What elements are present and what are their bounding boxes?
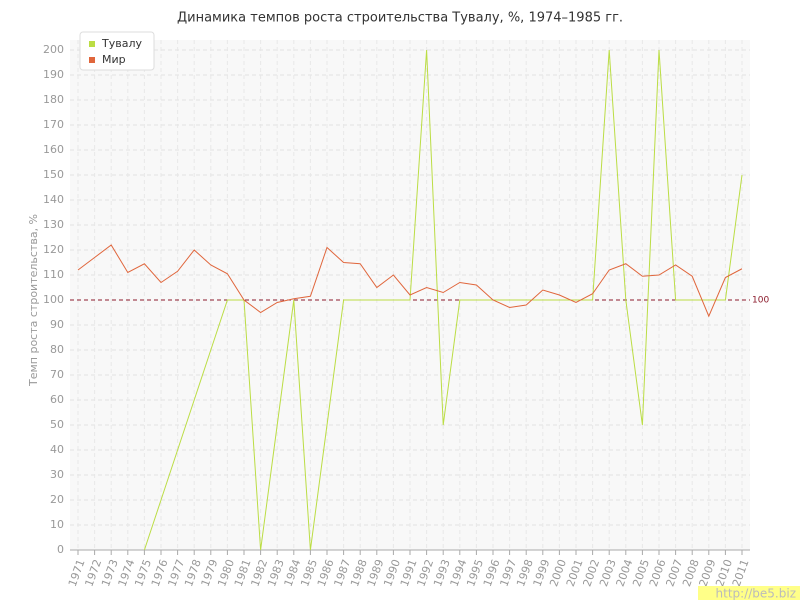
y-tick-label: 190 xyxy=(43,68,64,81)
y-tick-label: 170 xyxy=(43,118,64,131)
series-line xyxy=(77,244,743,318)
y-tick-label: 120 xyxy=(43,243,64,256)
y-tick-label: 90 xyxy=(50,318,64,331)
reference-label: 100 xyxy=(752,296,769,306)
y-tick-label: 20 xyxy=(50,493,64,506)
legend-box xyxy=(79,31,155,71)
y-tick-label: 100 xyxy=(43,293,64,306)
y-tick-label: 110 xyxy=(43,268,64,281)
legend-swatch xyxy=(89,57,95,63)
y-tick-label: 180 xyxy=(43,93,64,106)
y-tick-label: 80 xyxy=(50,343,64,356)
watermark: http://be5.biz xyxy=(716,587,796,600)
legend-label: Мир xyxy=(102,53,126,66)
y-tick-label: 40 xyxy=(50,443,64,456)
y-tick-label: 60 xyxy=(50,393,64,406)
y-tick-label: 50 xyxy=(50,418,64,431)
y-tick-label: 150 xyxy=(43,168,64,181)
y-tick-label: 30 xyxy=(50,468,64,481)
y-tick-label: 0 xyxy=(57,543,64,556)
y-tick-label: 70 xyxy=(50,368,64,381)
y-tick-label: 160 xyxy=(43,143,64,156)
y-tick-label: 140 xyxy=(43,193,64,206)
chart-title: Динамика темпов роста строительства Тува… xyxy=(177,11,623,26)
legend-swatch xyxy=(89,41,95,47)
y-tick-label: 130 xyxy=(43,218,64,231)
y-tick-label: 10 xyxy=(50,518,64,531)
y-axis-label: Темп роста строительства, % xyxy=(27,214,40,387)
y-tick-label: 200 xyxy=(43,43,64,56)
watermark-bg xyxy=(698,586,800,600)
legend-label: Тувалу xyxy=(101,37,142,50)
